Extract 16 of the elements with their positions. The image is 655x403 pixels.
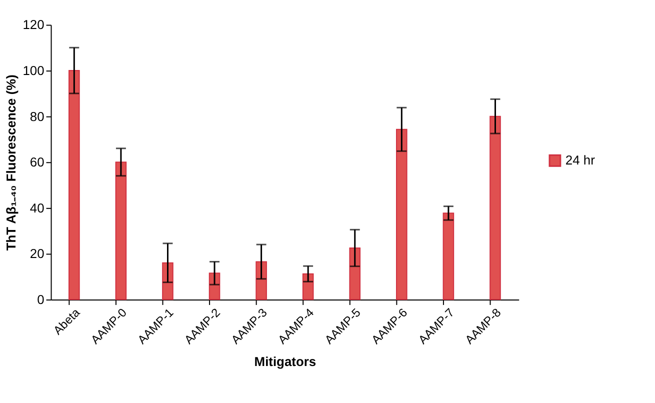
y-tick-label: 0 — [37, 292, 44, 307]
bar — [442, 212, 454, 300]
y-tick-label: 20 — [30, 246, 44, 262]
bar — [349, 247, 361, 300]
bar — [115, 162, 127, 300]
bar — [68, 70, 80, 300]
bar — [396, 128, 408, 300]
y-tick-label: 80 — [30, 108, 44, 124]
y-tick-label: 120 — [22, 17, 44, 32]
bar — [490, 116, 501, 300]
y-tick-label: 40 — [30, 200, 44, 216]
y-tick-label: 60 — [30, 154, 44, 170]
y-axis-title: ThT Aβ₁₋₄₀ Fluorescence (%) — [4, 74, 19, 251]
x-axis-title: Mitigators — [254, 354, 316, 370]
y-tick-label: 100 — [22, 63, 44, 78]
legend-label: 24 hr — [565, 152, 596, 168]
